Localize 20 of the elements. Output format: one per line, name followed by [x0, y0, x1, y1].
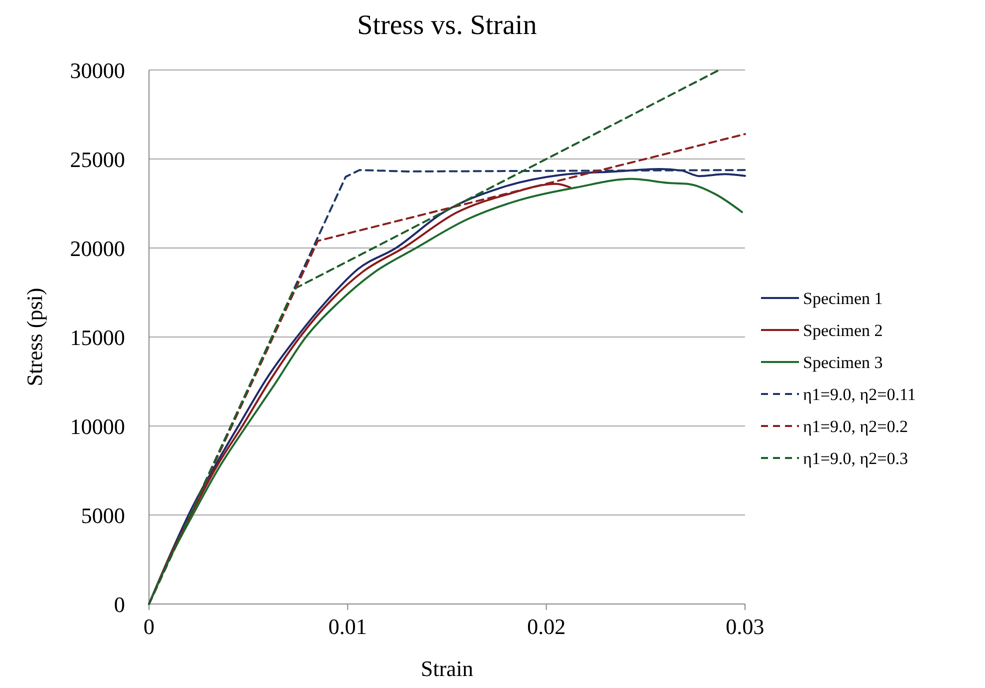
y-tick-label: 5000: [81, 503, 125, 528]
y-tick-label: 0: [114, 592, 125, 617]
legend-label: Specimen 2: [803, 321, 883, 340]
legend-label: η1=9.0, η2=0.2: [803, 417, 908, 436]
x-tick-label: 0.03: [726, 614, 764, 639]
x-tick-label: 0.02: [527, 614, 566, 639]
x-tick-label: 0: [144, 614, 154, 639]
chart-title: Stress vs. Strain: [357, 10, 537, 41]
legend-label: Specimen 1: [803, 289, 883, 308]
x-tick-label: 0.01: [328, 614, 367, 639]
legend-label: Specimen 3: [803, 353, 883, 372]
y-tick-label: 10000: [70, 414, 125, 439]
legend-label: η1=9.0, η2=0.11: [803, 385, 916, 404]
y-tick-label: 20000: [70, 236, 125, 261]
y-tick-label: 15000: [70, 325, 125, 350]
y-tick-label: 25000: [70, 147, 125, 172]
x-axis-title: Strain: [420, 656, 474, 681]
y-axis-title: Stress (psi): [22, 288, 47, 386]
legend-label: η1=9.0, η2=0.3: [803, 449, 908, 468]
y-tick-label: 30000: [70, 58, 125, 83]
